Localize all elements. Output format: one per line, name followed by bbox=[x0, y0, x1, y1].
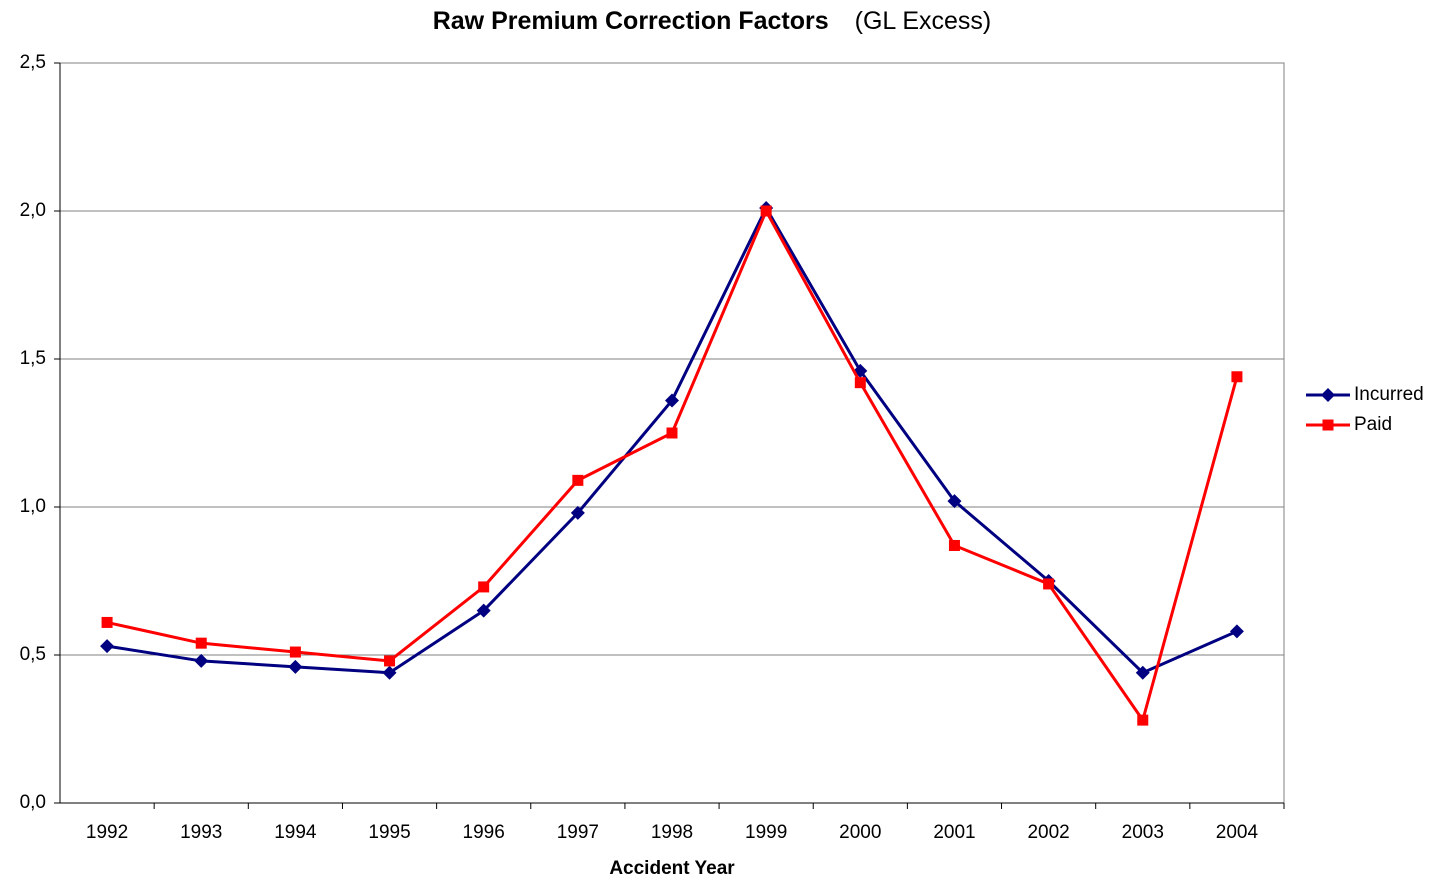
y-tick-label: 0,0 bbox=[20, 792, 46, 813]
x-tick-label: 1994 bbox=[274, 822, 317, 843]
x-tick-label: 2003 bbox=[1122, 822, 1164, 843]
data-point bbox=[382, 665, 397, 680]
legend-marker bbox=[1322, 419, 1334, 431]
data-point bbox=[101, 616, 113, 628]
data-point bbox=[1043, 578, 1055, 590]
data-point bbox=[194, 653, 209, 668]
y-tick-label: 1,5 bbox=[20, 348, 46, 369]
x-tick-label: 2000 bbox=[839, 822, 881, 843]
series-line bbox=[106, 207, 1239, 724]
y-tick-label: 0,5 bbox=[20, 644, 46, 665]
x-tick-label: 1998 bbox=[651, 822, 693, 843]
data-point bbox=[195, 637, 207, 649]
data-point bbox=[948, 539, 960, 551]
data-point bbox=[570, 505, 585, 520]
y-tick-label: 1,0 bbox=[20, 496, 46, 517]
chart-title: Raw Premium Correction Factors bbox=[433, 7, 829, 35]
x-tick-label: 2002 bbox=[1027, 822, 1069, 843]
data-point bbox=[1231, 371, 1243, 383]
data-point bbox=[476, 603, 491, 618]
chart-title-group: Raw Premium Correction Factors (GL Excess… bbox=[433, 7, 992, 35]
data-point bbox=[666, 427, 678, 439]
x-tick-label: 1999 bbox=[745, 822, 787, 843]
legend-marker bbox=[1321, 388, 1335, 402]
y-tick-label: 2,5 bbox=[20, 52, 46, 73]
data-point bbox=[947, 494, 962, 509]
x-axis-label: Accident Year bbox=[609, 858, 735, 879]
series-line bbox=[106, 204, 1238, 675]
data-point bbox=[1137, 714, 1149, 726]
y-tick-label: 2,0 bbox=[20, 200, 46, 221]
data-point bbox=[384, 655, 396, 667]
data-point bbox=[665, 393, 679, 408]
data-point bbox=[478, 581, 490, 593]
x-tick-label: 1993 bbox=[180, 822, 222, 843]
x-tick-label: 2001 bbox=[933, 822, 975, 843]
x-tick-label: 2004 bbox=[1216, 822, 1259, 843]
x-tick-label: 1995 bbox=[368, 822, 410, 843]
legend-label: Paid bbox=[1354, 414, 1392, 435]
x-tick-label: 1997 bbox=[557, 822, 599, 843]
data-point bbox=[854, 377, 866, 389]
x-tick-label: 1992 bbox=[86, 822, 128, 843]
data-point bbox=[1229, 624, 1244, 639]
data-point bbox=[1135, 665, 1150, 680]
legend-label: Incurred bbox=[1354, 384, 1424, 405]
data-point bbox=[288, 659, 303, 674]
data-point bbox=[760, 205, 772, 217]
data-point bbox=[572, 474, 584, 486]
data-point bbox=[100, 639, 115, 654]
chart-subtitle: (GL Excess) bbox=[855, 7, 992, 35]
x-tick-label: 1996 bbox=[463, 822, 505, 843]
data-point bbox=[289, 646, 301, 658]
